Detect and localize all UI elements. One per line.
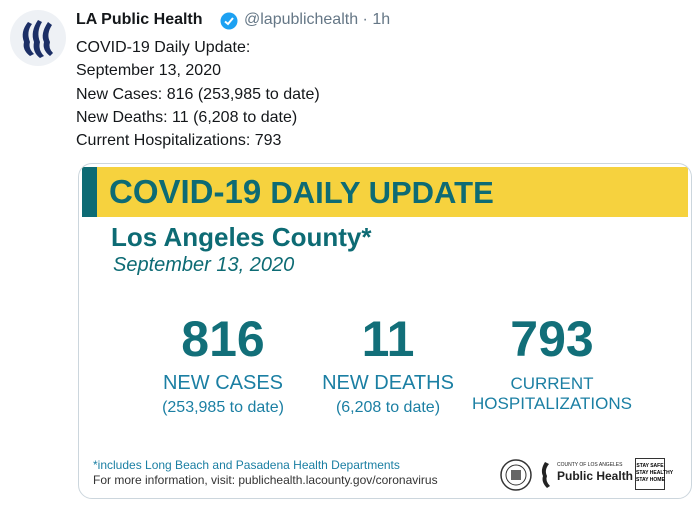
separator: · (362, 11, 368, 28)
region: Los Angeles County* (111, 222, 372, 252)
banner-rest: DAILY UPDATE (270, 175, 494, 210)
dept-county: COUNTY OF LOS ANGELES (557, 462, 623, 468)
badge-line: STAY HEALTHY (636, 470, 674, 476)
date: September 13, 2020 (113, 254, 295, 276)
dept-name: Public Health (557, 469, 634, 483)
tweet-text: COVID-19 Daily Update: (76, 39, 251, 56)
stay-safe-badge: STAY SAFE STAY HEALTHY STAY HOME (635, 458, 674, 490)
timestamp[interactable]: 1h (372, 11, 391, 28)
tweet-meta: @lapublichealth · 1h (244, 11, 390, 29)
stat-label: HOSPITALIZATIONS (472, 394, 632, 413)
stat-label: CURRENT (510, 374, 594, 393)
stat: 11 NEW DEATHS (6,208 to date) (298, 314, 478, 417)
stat-value: 793 (510, 311, 594, 367)
banner-accent (82, 167, 97, 217)
stat-detail: (6,208 to date) (335, 399, 441, 416)
stat: 793 CURRENT HOSPITALIZATIONS (462, 314, 642, 414)
stat-label: NEW DEATHS (322, 372, 454, 394)
tweet-text: New Deaths: 11 (6,208 to date) (76, 109, 298, 126)
tweet-text: Current Hospitalizations: 793 (76, 132, 282, 149)
badge-line: STAY SAFE (636, 463, 664, 469)
county-seal (500, 459, 532, 491)
stat-detail: (253,985 to date) (162, 399, 284, 416)
banner (82, 167, 688, 217)
verified-badge (220, 12, 238, 30)
dept-logo-mark (541, 462, 550, 488)
media-card[interactable]: COVID-19 DAILY UPDATE Los Angeles County… (78, 163, 692, 499)
tweet-text: September 13, 2020 (76, 62, 221, 79)
stat-value: 11 (361, 311, 415, 367)
info: For more information, visit: publichealt… (93, 473, 438, 487)
author-name[interactable]: LA Public Health (76, 11, 203, 28)
handle[interactable]: @lapublichealth (244, 11, 359, 28)
stat-value: 816 (181, 311, 265, 367)
banner-bold: COVID-19 (109, 173, 262, 210)
stat-label: NEW CASES (162, 372, 284, 394)
badge-line: STAY HOME (636, 477, 665, 483)
avatar[interactable] (10, 10, 66, 66)
footnote: *includes Long Beach and Pasadena Health… (93, 458, 400, 472)
tweet-text: New Cases: 816 (253,985 to date) (76, 86, 320, 103)
banner-title: COVID-19 DAILY UPDATE (109, 173, 494, 212)
stat: 816 NEW CASES (253,985 to date) (133, 314, 313, 417)
